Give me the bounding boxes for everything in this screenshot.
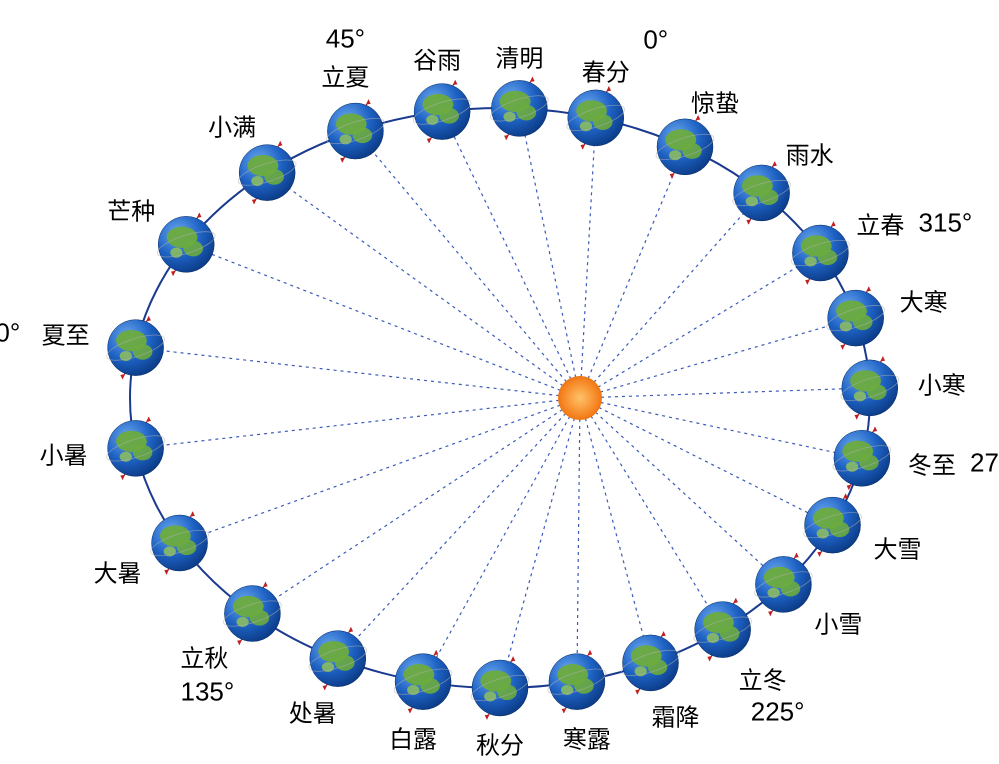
term-label: 霜降: [651, 697, 699, 732]
earth-icon: [104, 316, 167, 379]
earth-icon: [789, 222, 852, 285]
degree-label: 90°: [0, 317, 20, 348]
degree-label: 315°: [919, 208, 973, 239]
earth-icon: [730, 162, 793, 225]
ray-line: [580, 398, 723, 630]
ray-line: [580, 193, 762, 398]
earth-icon: [653, 116, 716, 179]
earth-icon: [488, 77, 551, 140]
earth-icon: [801, 494, 864, 557]
term-label: 惊蛰: [691, 83, 739, 118]
term-label: 小雪: [814, 605, 862, 640]
ray-line: [580, 118, 596, 398]
earth-icon: [830, 427, 893, 490]
ray-line: [519, 108, 580, 398]
term-label: 春分: [582, 52, 630, 87]
ray-line: [252, 398, 580, 614]
term-label: 大暑: [94, 554, 142, 589]
earth-icon: [306, 627, 369, 690]
earth-icon: [221, 582, 284, 645]
earth-icon: [564, 87, 627, 150]
term-label: 立秋: [180, 638, 228, 673]
earth-icon: [148, 512, 211, 575]
term-label: 小满: [208, 107, 256, 142]
earth-icon: [838, 357, 901, 420]
degree-label: 0°: [643, 24, 668, 55]
ray-line: [580, 398, 650, 663]
term-label: 大雪: [874, 530, 922, 565]
term-label: 寒露: [563, 719, 611, 754]
term-label: 立夏: [321, 58, 369, 93]
earth-icon: [411, 80, 474, 143]
degree-label: 135°: [181, 676, 235, 707]
ray-line: [500, 398, 580, 688]
degree-label: 45°: [326, 24, 365, 55]
earth-icon: [824, 287, 887, 350]
term-label: 大寒: [900, 283, 948, 318]
ray-line: [580, 398, 783, 584]
ray-line: [136, 348, 580, 398]
ray-line: [442, 112, 580, 398]
ray-line: [580, 398, 833, 525]
term-label: 冬至: [908, 446, 956, 481]
earth-icon: [392, 650, 455, 713]
ray-line: [580, 318, 856, 398]
term-label: 清明: [495, 39, 543, 74]
ray-line: [580, 253, 820, 398]
diagram-svg: [0, 0, 999, 764]
earth-icon: [545, 650, 608, 713]
earth-icon: [324, 100, 387, 163]
term-label: 处暑: [289, 693, 337, 728]
ray-line: [580, 398, 862, 458]
ray-line: [355, 131, 580, 398]
earth-icon: [155, 213, 218, 276]
degree-label: 225°: [751, 696, 805, 727]
sun-icon: [558, 376, 602, 420]
term-label: 雨水: [786, 135, 834, 170]
term-label: 立春: [856, 206, 904, 241]
term-label: 谷雨: [413, 40, 461, 75]
degree-label: 270°: [970, 448, 999, 479]
earth-icon: [468, 657, 531, 720]
term-label: 秋分: [476, 726, 524, 761]
ray-line: [580, 388, 870, 398]
ray-line: [577, 398, 580, 682]
term-label: 白露: [389, 719, 437, 754]
solar-terms-diagram: 春分0°清明谷雨立夏45°小满芒种夏至90°小暑大暑立秋135°处暑白露秋分18…: [0, 0, 999, 764]
ray-line: [267, 173, 580, 398]
earth-icon: [619, 632, 682, 695]
earth-icon: [236, 141, 299, 204]
earth-icon: [104, 417, 167, 480]
term-label: 夏至: [42, 315, 90, 350]
ray-line: [580, 147, 685, 398]
term-label: 小暑: [40, 436, 88, 471]
ray-line: [186, 244, 580, 398]
term-label: 小寒: [918, 365, 966, 400]
earth-icon: [691, 598, 754, 661]
term-label: 芒种: [107, 192, 155, 227]
ray-line: [423, 398, 580, 682]
ray-line: [136, 398, 580, 448]
ray-line: [180, 398, 580, 543]
term-label: 立冬: [739, 660, 787, 695]
